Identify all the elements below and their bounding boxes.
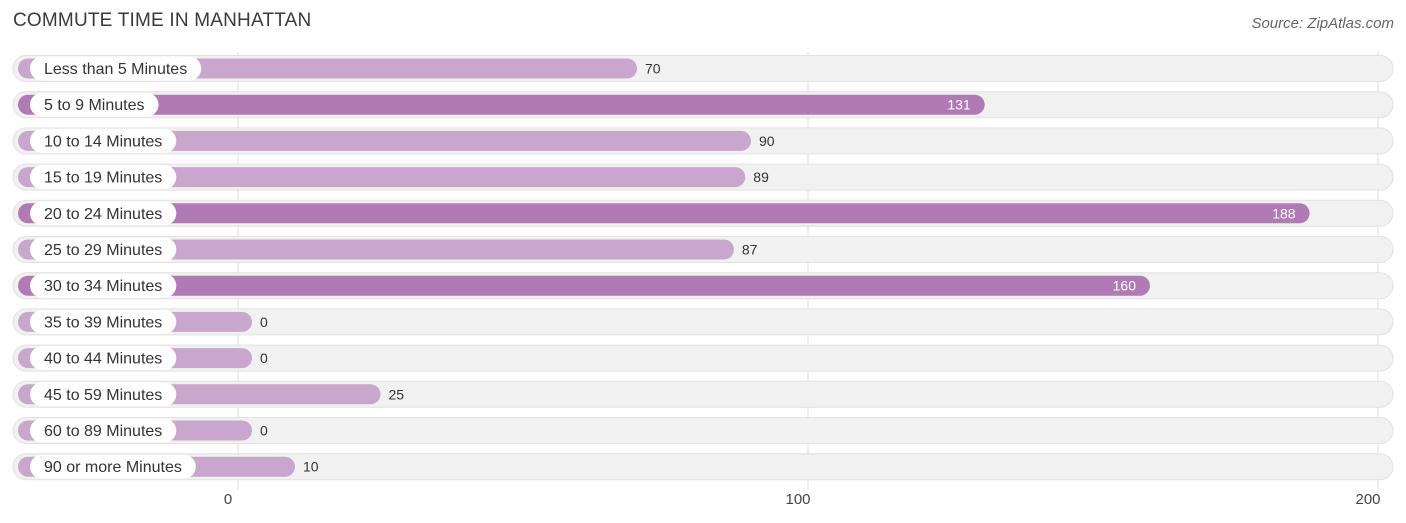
value-label: 87 [742,242,758,258]
bar-track [12,344,1394,372]
bar [18,94,985,115]
source-credit: Source: ZipAtlas.com [1251,15,1394,32]
category-label-pill [30,201,177,226]
category-label: 20 to 24 Minutes [44,206,162,223]
value-label: 70 [645,61,661,77]
category-label: 40 to 44 Minutes [44,351,162,368]
bar-row: 30 to 34 Minutes 160 [12,272,1394,300]
category-label: 10 to 14 Minutes [44,133,162,150]
category-label-pill [30,382,177,407]
value-label: 131 [947,97,971,113]
category-label: 5 to 9 Minutes [44,97,145,114]
value-label: 160 [1113,278,1137,294]
category-label: 15 to 19 Minutes [44,170,162,187]
bar [18,275,1150,296]
category-label: Less than 5 Minutes [44,61,187,78]
category-label-pill [30,128,177,153]
category-label: 90 or more Minutes [44,459,182,476]
category-label-pill [30,309,177,334]
value-label: 10 [303,459,319,475]
x-tick-label: 0 [224,491,232,508]
category-label-pill [30,418,177,443]
bar-track [12,453,1394,481]
value-label: 0 [260,350,268,366]
bar-row: 25 to 29 Minutes 87 [12,236,1394,263]
bar [18,130,751,151]
category-label-pill [30,165,177,190]
bar-row: 45 to 59 Minutes 25 [12,380,1394,408]
x-tick-label: 200 [1355,491,1380,508]
bar-row: 20 to 24 Minutes 188 [12,199,1394,227]
bar-row: 90 or more Minutes 10 [12,453,1394,481]
category-label-pill [30,92,159,117]
chart-title: COMMUTE TIME IN MANHATTAN [13,10,312,31]
bar-row: 5 to 9 Minutes 131 [12,91,1394,119]
bar [18,167,746,188]
category-label-pill [30,273,177,298]
value-label: 0 [260,314,268,330]
bar-row: 40 to 44 Minutes 0 [12,344,1394,372]
category-label-pill [30,346,177,371]
category-label: 60 to 89 Minutes [44,423,162,440]
value-label: 90 [759,133,775,149]
category-label-pill [30,454,196,479]
bar-row: Less than 5 Minutes 70 [12,55,1394,82]
value-label: 25 [389,386,405,402]
category-label: 30 to 34 Minutes [44,278,162,295]
bar-track [12,417,1394,444]
bar-row: 10 to 14 Minutes 90 [12,127,1394,155]
x-tick-label: 100 [785,491,810,508]
category-label-pill [30,56,202,81]
value-label: 0 [260,423,268,439]
bar-row: 35 to 39 Minutes 0 [12,308,1394,336]
bar-track [12,308,1394,336]
value-label: 188 [1272,205,1296,221]
value-label: 89 [753,169,769,185]
bar-row: 60 to 89 Minutes 0 [12,417,1394,444]
category-label: 35 to 39 Minutes [44,314,162,331]
bar [18,203,1310,224]
category-label: 45 to 59 Minutes [44,387,162,404]
category-label: 25 to 29 Minutes [44,242,162,259]
bar [18,239,734,260]
bar-row: 15 to 19 Minutes 89 [12,163,1394,191]
category-label-pill [30,237,177,262]
